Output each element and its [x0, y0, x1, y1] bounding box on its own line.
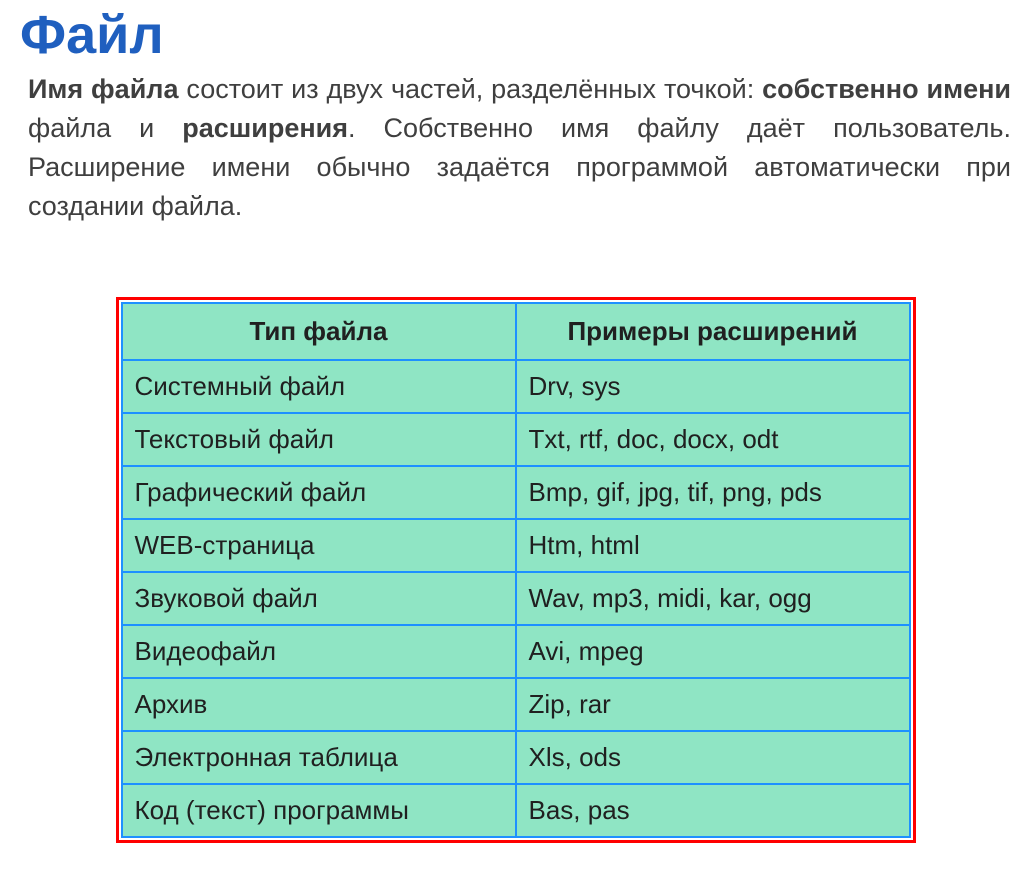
- table-header-row: Тип файла Примеры расширений: [122, 303, 910, 360]
- table-header-type: Тип файла: [122, 303, 516, 360]
- page-title: Файл: [0, 0, 1031, 62]
- table-cell: Текстовый файл: [122, 413, 516, 466]
- text-segment: Имя файла: [28, 74, 178, 104]
- table-row: Системный файл Drv, sys: [122, 360, 910, 413]
- table-cell: Zip, rar: [516, 678, 910, 731]
- table-cell: Электронная таблица: [122, 731, 516, 784]
- table-row: Графический файл Bmp, gif, jpg, tif, png…: [122, 466, 910, 519]
- table-cell: Drv, sys: [516, 360, 910, 413]
- text-segment: файла и: [28, 113, 182, 143]
- table-cell: Код (текст) программы: [122, 784, 516, 837]
- table-cell: Htm, html: [516, 519, 910, 572]
- table-cell: Системный файл: [122, 360, 516, 413]
- table-row: Архив Zip, rar: [122, 678, 910, 731]
- table-cell: Xls, ods: [516, 731, 910, 784]
- table-cell: Bas, pas: [516, 784, 910, 837]
- table-row: Звуковой файл Wav, mp3, midi, kar, ogg: [122, 572, 910, 625]
- table-cell: Avi, mpeg: [516, 625, 910, 678]
- table-row: Электронная таблица Xls, ods: [122, 731, 910, 784]
- table-row: Код (текст) программы Bas, pas: [122, 784, 910, 837]
- text-segment: расширения: [182, 113, 348, 143]
- table-cell: Графический файл: [122, 466, 516, 519]
- table-cell: Txt, rtf, doc, docx, odt: [516, 413, 910, 466]
- file-types-table: Тип файла Примеры расширений Системный ф…: [121, 302, 911, 838]
- intro-paragraph: Имя файла состоит из двух частей, раздел…: [0, 62, 1031, 227]
- table-row: Видеофайл Avi, mpeg: [122, 625, 910, 678]
- table-cell: Архив: [122, 678, 516, 731]
- table-cell: WEB-страница: [122, 519, 516, 572]
- table-cell: Bmp, gif, jpg, tif, png, pds: [516, 466, 910, 519]
- table-row: WEB-страница Htm, html: [122, 519, 910, 572]
- table-cell: Звуковой файл: [122, 572, 516, 625]
- table-cell: Wav, mp3, midi, kar, ogg: [516, 572, 910, 625]
- table-row: Текстовый файл Txt, rtf, doc, docx, odt: [122, 413, 910, 466]
- table-header-examples: Примеры расширений: [516, 303, 910, 360]
- text-segment: собственно имени: [762, 74, 1011, 104]
- text-segment: состоит из двух частей, разделённых точк…: [178, 74, 762, 104]
- table-cell: Видеофайл: [122, 625, 516, 678]
- file-types-table-container: Тип файла Примеры расширений Системный ф…: [116, 297, 916, 843]
